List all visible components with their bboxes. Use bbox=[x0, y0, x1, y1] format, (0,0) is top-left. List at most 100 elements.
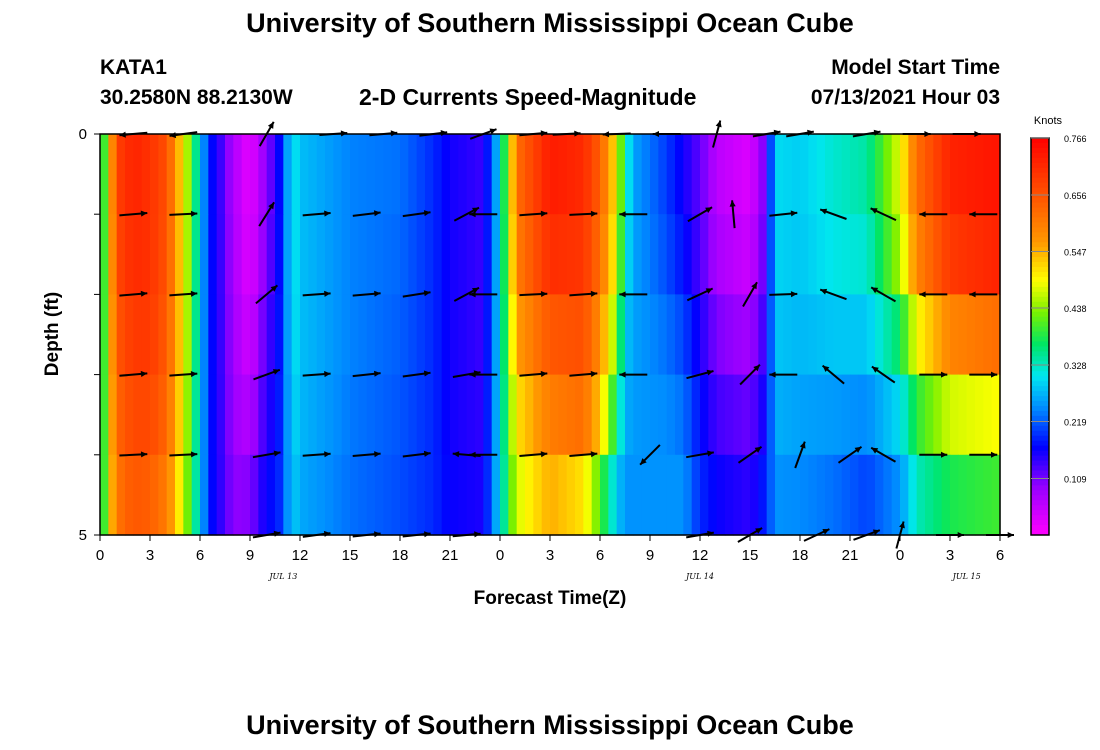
colorbar-segment bbox=[1031, 147, 1049, 154]
heat-cell bbox=[908, 134, 918, 215]
colorbar-segment bbox=[1031, 321, 1049, 328]
heat-cell bbox=[250, 374, 259, 456]
x-tick-label: 3 bbox=[946, 547, 954, 564]
heat-cell bbox=[441, 134, 451, 215]
heat-cell bbox=[850, 454, 859, 536]
heat-cell bbox=[366, 134, 376, 215]
heat-cell bbox=[391, 294, 401, 376]
heat-cell bbox=[100, 454, 109, 536]
heat-cell bbox=[866, 454, 876, 536]
current-arrow bbox=[119, 210, 148, 217]
colorbar-segment bbox=[1031, 465, 1049, 471]
heat-cell bbox=[350, 294, 359, 376]
heat-cell bbox=[525, 134, 534, 215]
heat-cell bbox=[900, 134, 909, 215]
current-arrow bbox=[870, 207, 897, 222]
colorbar-segment bbox=[1031, 386, 1049, 392]
heat-cell bbox=[850, 134, 859, 215]
arrow-head bbox=[469, 291, 476, 298]
heat-cell bbox=[700, 214, 709, 295]
heat-cell bbox=[908, 214, 918, 295]
current-arrow bbox=[469, 211, 498, 218]
x-tick-label: 9 bbox=[646, 547, 654, 564]
heat-cell bbox=[333, 294, 343, 376]
heat-cell bbox=[958, 294, 968, 376]
current-arrow bbox=[569, 290, 598, 297]
heat-cell bbox=[175, 374, 184, 456]
heat-cell bbox=[316, 454, 326, 536]
heat-cell bbox=[158, 134, 168, 215]
colorbar-segment bbox=[1031, 525, 1049, 531]
colorbar-segment bbox=[1031, 306, 1049, 313]
heat-cell bbox=[975, 134, 984, 215]
arrow-head bbox=[706, 369, 714, 376]
heat-cell bbox=[591, 134, 601, 215]
arrow-head bbox=[469, 211, 476, 218]
heat-cell bbox=[908, 374, 918, 456]
arrow-head bbox=[324, 290, 331, 297]
heat-cell bbox=[733, 214, 743, 295]
arrow-head bbox=[872, 529, 880, 536]
heat-cell bbox=[158, 214, 168, 295]
heat-cell bbox=[800, 294, 809, 376]
heat-cell bbox=[408, 134, 418, 215]
heat-cell bbox=[450, 214, 459, 295]
heat-cell bbox=[483, 454, 493, 536]
heat-cell bbox=[858, 214, 868, 295]
heat-cell bbox=[833, 294, 843, 376]
heat-cell bbox=[583, 134, 593, 215]
arrow-head bbox=[820, 288, 828, 295]
heat-cell bbox=[541, 454, 551, 536]
heat-cell bbox=[283, 374, 293, 456]
arrow-head bbox=[707, 450, 714, 457]
heat-cell bbox=[408, 374, 418, 456]
heat-cell bbox=[741, 134, 751, 215]
heat-cell bbox=[641, 134, 651, 215]
heat-cell bbox=[100, 134, 109, 215]
heat-cell bbox=[750, 454, 759, 536]
heat-cell bbox=[983, 294, 993, 376]
colorbar-segment bbox=[1031, 510, 1049, 516]
heat-cell bbox=[500, 214, 509, 295]
arrow-head bbox=[870, 208, 878, 214]
colorbar-segment bbox=[1031, 187, 1049, 194]
date-label: JUL 14 bbox=[684, 572, 714, 581]
x-tick-label: 0 bbox=[896, 547, 904, 564]
heat-cell bbox=[358, 134, 368, 215]
heat-cell bbox=[616, 454, 626, 536]
y-axis: 05 bbox=[79, 126, 100, 544]
heat-cell bbox=[291, 454, 301, 536]
heat-cell bbox=[833, 214, 843, 295]
arrow-head bbox=[190, 290, 198, 297]
current-arrow bbox=[258, 201, 275, 227]
colorbar-segment bbox=[1031, 346, 1049, 352]
heat-cell bbox=[391, 134, 401, 215]
heat-cell bbox=[883, 134, 893, 215]
heat-cell bbox=[325, 134, 334, 215]
heat-cell bbox=[325, 214, 334, 295]
arrow-head bbox=[140, 451, 148, 458]
heat-cell bbox=[133, 294, 143, 376]
heat-cell bbox=[550, 294, 559, 376]
heat-cell bbox=[225, 214, 234, 295]
arrow-head bbox=[540, 291, 548, 297]
colorbar-tick-label: 0.766 bbox=[1064, 134, 1087, 144]
heat-cell bbox=[750, 134, 759, 215]
arrow-head bbox=[899, 521, 905, 529]
heat-cell bbox=[825, 214, 834, 295]
colorbar-segment bbox=[1031, 480, 1049, 486]
current-arrow bbox=[686, 287, 714, 302]
heat-cell bbox=[291, 134, 301, 215]
heat-cell bbox=[958, 454, 968, 536]
heat-cell bbox=[125, 214, 134, 295]
x-tick-label: 6 bbox=[196, 547, 204, 564]
heat-cell bbox=[591, 214, 601, 295]
current-arrow bbox=[352, 210, 381, 217]
heat-cell bbox=[808, 134, 818, 215]
arrow-head bbox=[751, 282, 757, 290]
current-arrow bbox=[969, 211, 998, 218]
heat-cell bbox=[425, 294, 434, 376]
heat-cell bbox=[275, 214, 284, 295]
heat-cell bbox=[758, 454, 768, 536]
x-axis-label: Forecast Time(Z) bbox=[474, 588, 627, 609]
